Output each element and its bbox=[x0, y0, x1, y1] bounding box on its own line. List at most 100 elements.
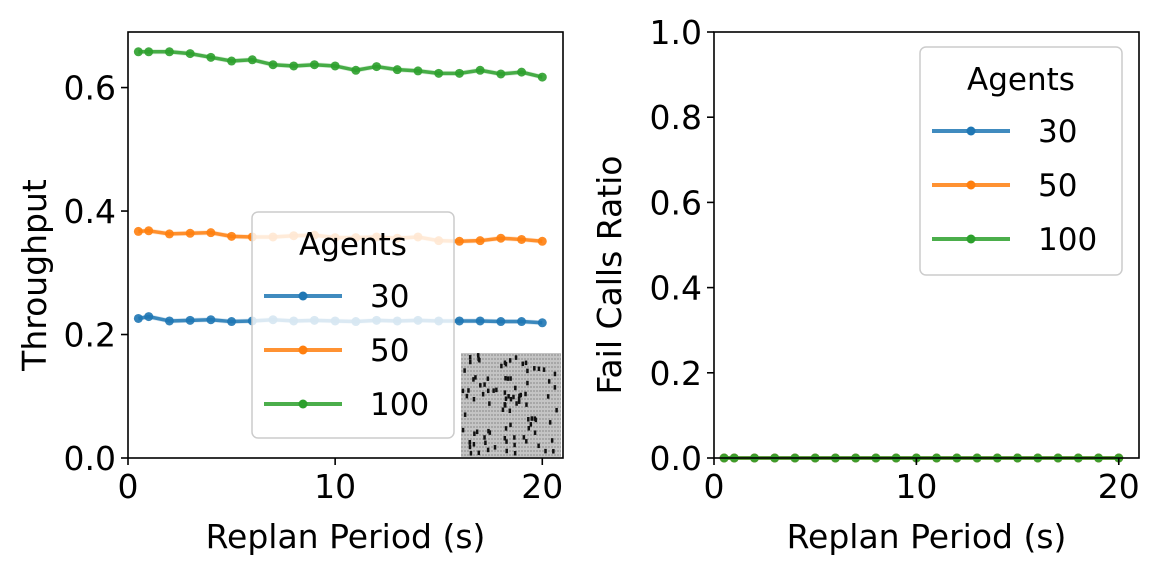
x-tick-label: 20 bbox=[1098, 467, 1140, 506]
inset-agent bbox=[488, 430, 492, 435]
legend-entry-label: 100 bbox=[1038, 222, 1097, 258]
inset-agent bbox=[472, 377, 475, 382]
inset-agent bbox=[479, 383, 482, 388]
inset-agent bbox=[513, 442, 516, 448]
inset-agent bbox=[537, 366, 541, 372]
inset-agent bbox=[484, 440, 487, 446]
legend-entry-label: 30 bbox=[370, 279, 409, 315]
x-tick-label: 0 bbox=[118, 467, 139, 506]
data-point bbox=[537, 72, 547, 82]
inset-agent bbox=[472, 396, 476, 402]
inset-agent bbox=[550, 438, 554, 443]
inset-agent bbox=[509, 376, 512, 381]
y-tick-label: 1.0 bbox=[650, 13, 702, 52]
data-point bbox=[185, 315, 195, 325]
y-tick-label: 0.0 bbox=[650, 439, 702, 478]
x-axis-label: Replan Period (s) bbox=[206, 517, 486, 556]
data-point bbox=[392, 65, 402, 75]
legend-entry-label: 100 bbox=[370, 387, 429, 423]
inset-agent bbox=[522, 435, 526, 440]
inset-agent bbox=[509, 422, 512, 428]
inset-agent bbox=[504, 376, 507, 381]
inset-agent bbox=[525, 402, 528, 407]
inset-agent bbox=[526, 380, 529, 386]
inset-agent bbox=[533, 430, 537, 435]
inset-agent bbox=[475, 429, 479, 435]
inset-agent bbox=[548, 420, 552, 425]
data-point bbox=[413, 66, 423, 76]
chart-panel-2: 0 10 20 0.0 0.2 0.4 0.6 0.8 1.0 Replan Period (s)… bbox=[590, 13, 1140, 556]
data-point bbox=[227, 317, 237, 327]
inset-agent bbox=[517, 396, 521, 402]
inset-agent bbox=[518, 393, 521, 399]
inset-agent bbox=[476, 353, 480, 358]
x-tick-label: 0 bbox=[704, 467, 725, 506]
plot-frame bbox=[127, 31, 564, 459]
legend-title: Agents bbox=[299, 227, 407, 263]
data-point bbox=[517, 317, 527, 327]
inset-agent bbox=[468, 444, 472, 450]
inset-agent bbox=[467, 388, 470, 393]
inset-agent bbox=[477, 450, 481, 456]
y-axis-label: Throughput bbox=[15, 179, 54, 372]
x-tick-label: 10 bbox=[314, 467, 356, 506]
data-point bbox=[372, 62, 382, 72]
data-point bbox=[330, 61, 340, 71]
inset-agent bbox=[463, 412, 467, 417]
inset-agent bbox=[513, 435, 516, 440]
data-point bbox=[206, 52, 216, 62]
inset-agent bbox=[521, 361, 525, 367]
x-tick-label: 10 bbox=[895, 467, 937, 506]
inset-agent bbox=[526, 368, 529, 374]
data-point bbox=[537, 318, 547, 328]
x-tick-label: 20 bbox=[521, 467, 563, 506]
data-point bbox=[475, 236, 485, 246]
inset-agent bbox=[463, 368, 466, 373]
inset-agent bbox=[504, 396, 508, 401]
inset-agent bbox=[503, 360, 507, 365]
inset-agent bbox=[513, 451, 517, 456]
legend-title: Agents bbox=[967, 62, 1075, 98]
inset-agent bbox=[555, 407, 558, 413]
inset-agent bbox=[530, 416, 534, 421]
legend: Agents 30 50 100 bbox=[251, 211, 455, 439]
inset-agent bbox=[515, 401, 518, 406]
inset-agent bbox=[503, 390, 507, 395]
inset-agent bbox=[493, 445, 497, 450]
inset-agent bbox=[514, 355, 518, 360]
inset-agent bbox=[507, 394, 510, 399]
series-100 bbox=[133, 47, 547, 82]
data-point bbox=[133, 226, 143, 236]
inset-agent bbox=[512, 394, 515, 400]
inset-agent bbox=[468, 355, 472, 360]
inset-agent bbox=[533, 366, 536, 371]
data-point bbox=[475, 316, 485, 326]
plot-frame bbox=[713, 31, 1140, 459]
legend-entry-label: 30 bbox=[1038, 114, 1077, 150]
inset-agent bbox=[469, 359, 472, 365]
data-point bbox=[206, 315, 216, 325]
warehouse-grid-map bbox=[461, 353, 561, 457]
data-point bbox=[133, 47, 143, 57]
data-point bbox=[351, 65, 361, 75]
inset-agent bbox=[492, 388, 495, 393]
legend-swatch-marker bbox=[298, 345, 308, 355]
chart-panel-1: 0 10 20 0.0 0.2 0.4 0.6 Replan Period (s) Throug… bbox=[15, 31, 564, 556]
inset-agent bbox=[486, 388, 490, 394]
data-point bbox=[454, 68, 464, 78]
inset-agent bbox=[529, 422, 533, 427]
x-axis-label: Replan Period (s) bbox=[787, 517, 1067, 556]
inset-agent bbox=[481, 391, 485, 397]
inset-agent bbox=[525, 439, 528, 444]
inset-agent bbox=[503, 402, 507, 407]
inset-agent bbox=[503, 436, 507, 441]
y-tick-label: 0.0 bbox=[64, 439, 116, 478]
data-point bbox=[289, 61, 299, 71]
inset-agent bbox=[483, 435, 486, 440]
y-tick-label: 0.4 bbox=[64, 192, 116, 231]
inset-agent bbox=[488, 401, 491, 406]
inset-agent bbox=[472, 441, 476, 447]
legend-box bbox=[919, 46, 1123, 276]
data-point bbox=[268, 60, 278, 70]
inset-agent bbox=[524, 360, 528, 366]
